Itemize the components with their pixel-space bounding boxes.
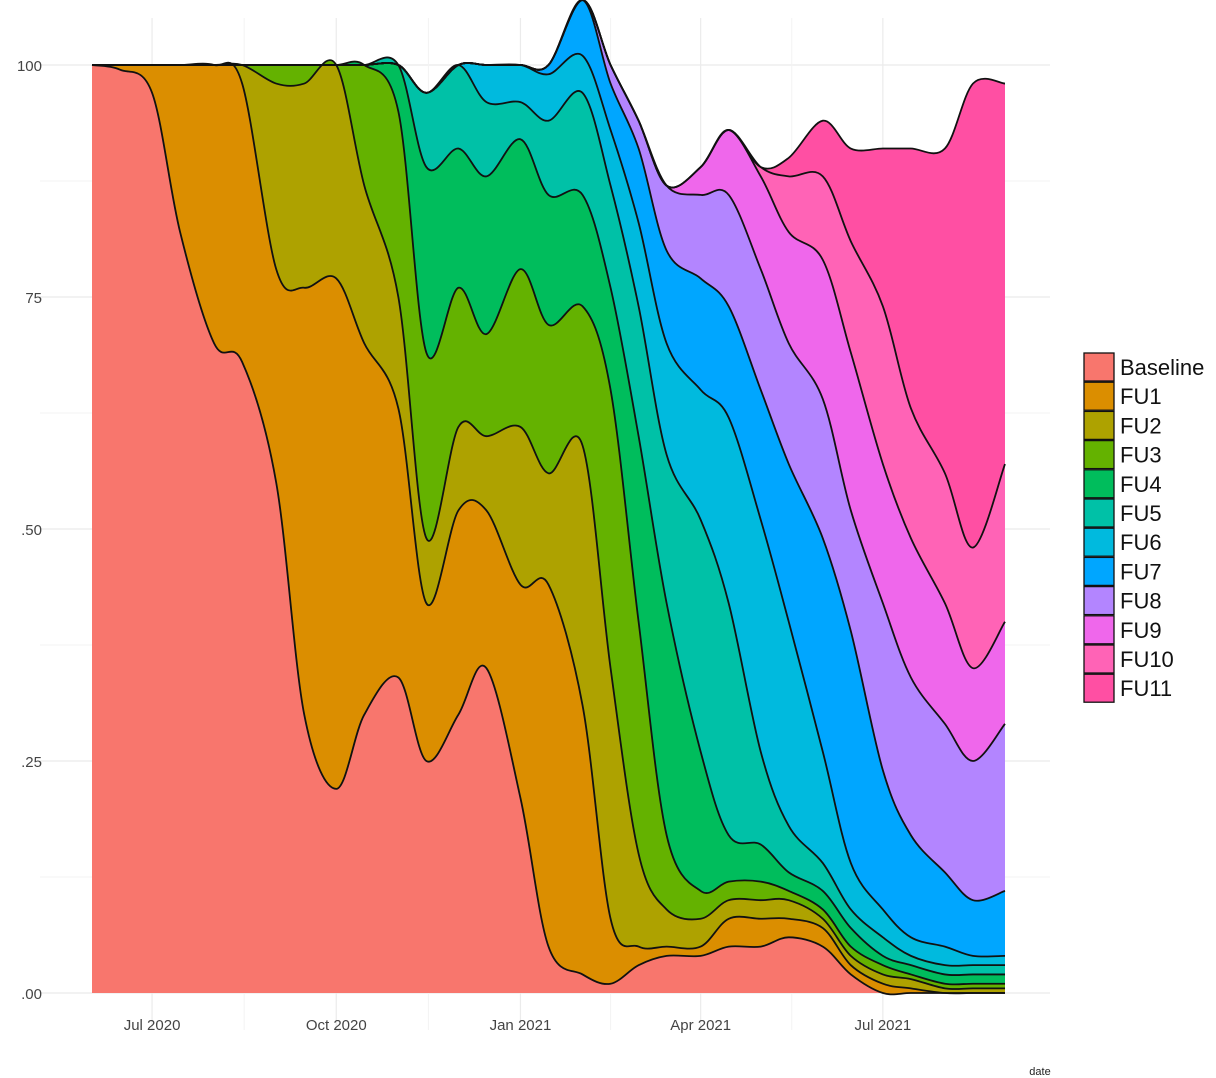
x-axis-title: date	[1029, 1066, 1050, 1078]
y-tick-label: 100	[17, 58, 42, 75]
legend-swatch	[1083, 469, 1115, 499]
area-fu1	[92, 62, 1005, 995]
boundary-line-fu2	[92, 59, 1005, 990]
y-tick-label: .50	[21, 522, 42, 539]
area-fu8	[92, 0, 1005, 901]
area-baseline	[92, 65, 1005, 995]
x-tick-label: Jan 2021	[490, 1017, 552, 1034]
legend-label: FU9	[1120, 618, 1162, 643]
legend-item-fu2: FU2	[1083, 410, 1162, 441]
x-tick-label: Jul 2020	[124, 1017, 181, 1034]
area-layer	[91, 0, 1006, 996]
legend-item-fu1: FU1	[1083, 381, 1162, 411]
y-axis: .00 .25 .50 75 100	[17, 58, 42, 1003]
legend-item-fu5: FU5	[1083, 498, 1162, 528]
legend-swatch	[1083, 556, 1115, 587]
y-tick-label: .25	[21, 754, 42, 771]
x-tick-label: Jul 2021	[855, 1017, 912, 1034]
y-tick-label: .00	[21, 986, 42, 1003]
legend-item-fu3: FU3	[1083, 439, 1162, 470]
legend-label: FU2	[1120, 413, 1162, 438]
boundary-line-baseline	[91, 64, 1005, 996]
legend-swatch	[1083, 673, 1115, 703]
legend-label: FU8	[1120, 589, 1162, 614]
y-tick-label: 75	[25, 290, 42, 307]
legend-label: FU1	[1120, 384, 1162, 409]
legend-item-fu4: FU4	[1083, 469, 1162, 499]
legend-swatch	[1083, 644, 1115, 674]
area-fu2	[92, 60, 1005, 994]
legend-swatch	[1083, 527, 1115, 557]
legend-swatch	[1083, 615, 1115, 645]
legend-swatch	[1083, 585, 1115, 616]
boundary-line-fu11	[92, 0, 1006, 189]
legend-swatch	[1083, 410, 1115, 441]
legend-label: FU7	[1120, 559, 1162, 584]
legend-swatch	[1083, 352, 1115, 382]
legend-swatch	[1083, 498, 1115, 528]
legend-swatch	[1083, 381, 1115, 411]
legend-item-fu7: FU7	[1083, 556, 1162, 587]
area-fu4	[92, 57, 1005, 985]
area-fu6	[92, 53, 1005, 966]
legend-item-fu11: FU11	[1083, 673, 1172, 703]
legend-label: FU4	[1120, 472, 1162, 497]
legend-label: Baseline	[1120, 355, 1204, 380]
legend-item-fu10: FU10	[1083, 644, 1174, 674]
x-tick-label: Apr 2021	[670, 1017, 731, 1034]
x-tick-label: Oct 2020	[306, 1017, 367, 1034]
legend: Baseline FU1 FU2 FU3 FU4 FU5 FU6 FU7 FU8 FU9 FU10 F…	[1083, 352, 1204, 703]
legend-item-baseline: Baseline	[1083, 352, 1204, 382]
legend-swatch	[1083, 439, 1115, 470]
legend-label: FU5	[1120, 501, 1162, 526]
legend-label: FU6	[1120, 530, 1162, 555]
legend-label: FU11	[1120, 676, 1172, 701]
legend-item-fu8: FU8	[1083, 585, 1162, 616]
legend-item-fu9: FU9	[1083, 615, 1162, 645]
legend-label: FU3	[1120, 443, 1162, 468]
legend-label: FU10	[1120, 647, 1174, 672]
boundary-line-fu1	[92, 61, 1005, 995]
legend-item-fu6: FU6	[1083, 527, 1162, 557]
area-fu9	[92, 0, 1005, 762]
area-fu7	[92, 0, 1005, 957]
x-axis: Jul 2020 Oct 2020 Jan 2021 Apr 2021 Jul 2021	[124, 1017, 912, 1034]
